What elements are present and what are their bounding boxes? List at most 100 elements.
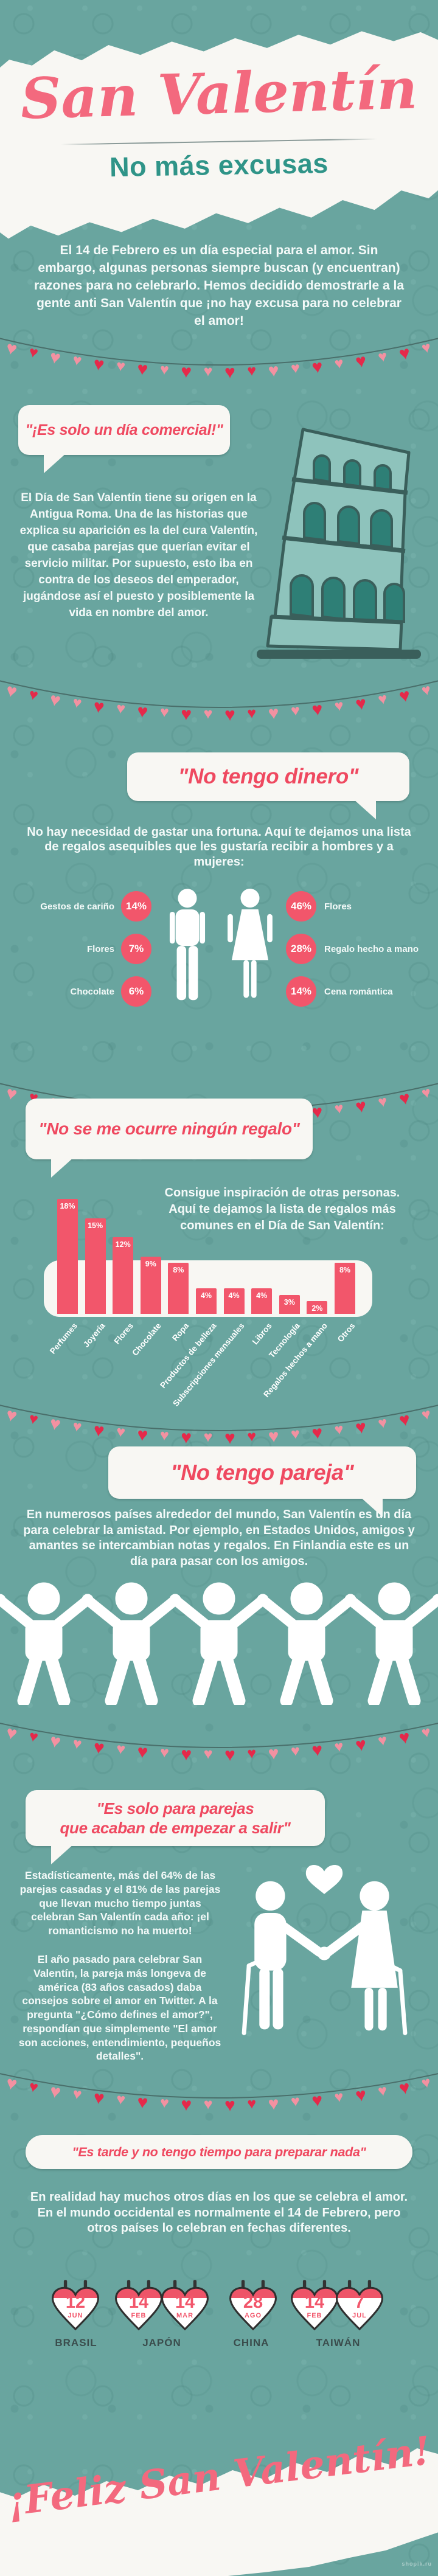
svg-text:♥: ♥ [247, 1745, 257, 1762]
svg-text:♥: ♥ [290, 702, 301, 720]
svg-text:♥: ♥ [311, 699, 324, 720]
svg-text:♥: ♥ [377, 347, 389, 366]
svg-text:♥: ♥ [333, 355, 344, 373]
comercial-paragraph: El Día de San Valentín tiene su origen e… [19, 491, 258, 619]
calendar-country-china: CHINA [233, 2337, 269, 2349]
svg-text:♥: ♥ [72, 1735, 83, 1753]
excuse-bubble-parejas-line2: que acaban de empezar a salir" [60, 1819, 291, 1837]
bar-category-label: Ropa [170, 1321, 190, 1343]
svg-text:♥: ♥ [354, 350, 368, 372]
heart-garland: ♥♥♥♥♥♥♥♥♥♥♥♥♥♥♥♥♥♥♥♥♥♥ [0, 2066, 438, 2133]
svg-text:♥: ♥ [311, 356, 324, 378]
svg-text:♥: ♥ [71, 693, 83, 712]
svg-text:♥: ♥ [420, 681, 433, 700]
svg-text:♥: ♥ [92, 1420, 106, 1441]
svg-text:♥: ♥ [290, 2092, 301, 2110]
bar-category-label: Productos de belleza [158, 1321, 218, 1390]
gift-label-women-2: Regalo hecho a mano [324, 944, 419, 954]
svg-text:♥: ♥ [290, 1425, 301, 1443]
excuse-bubble-regalo: "No se me ocurre ningún regalo" [26, 1099, 313, 1178]
gift-badge-women-2: 28% [286, 934, 316, 964]
colosseum-illustration [255, 421, 432, 676]
svg-text:♥: ♥ [27, 2078, 40, 2096]
excuse-bubble-tarde-text: "Es tarde y no tengo tiempo para prepara… [72, 2144, 366, 2159]
svg-text:♥: ♥ [159, 703, 169, 721]
svg-text:♥: ♥ [420, 2074, 432, 2092]
svg-text:♥: ♥ [136, 1741, 148, 1762]
gift-badge-women-3: 14% [286, 976, 316, 1007]
bar-category-label: Perfumes [48, 1321, 80, 1356]
calendar-day: 14 [175, 2293, 195, 2312]
calendar-country-brasil: BRASIL [55, 2337, 97, 2349]
svg-text:♥: ♥ [397, 1088, 412, 1109]
svg-text:♥: ♥ [4, 680, 19, 702]
svg-text:♥: ♥ [159, 1427, 169, 1445]
svg-text:♥: ♥ [268, 2094, 280, 2114]
svg-text:♥: ♥ [181, 1745, 192, 1765]
svg-text:♥: ♥ [333, 1100, 344, 1118]
svg-text:♥: ♥ [311, 2090, 324, 2111]
svg-text:♥: ♥ [136, 2092, 148, 2113]
svg-text:♥: ♥ [268, 1743, 280, 1764]
gift-label-women-3: Cena romántica [324, 987, 393, 997]
gift-badge-men-3: 6% [121, 976, 151, 1007]
svg-text:♥: ♥ [247, 1428, 257, 1445]
page-title: San Valentín [19, 55, 419, 132]
svg-text:♥: ♥ [4, 1083, 19, 1105]
gift-badge-men-1: 14% [121, 891, 151, 922]
excuse-bubble-parejas-nuevas: "Es solo para parejas que acaban de empe… [26, 1790, 325, 1864]
svg-text:♥: ♥ [116, 700, 127, 717]
calendar-heart-taiwan-2: 7 JUL [334, 2278, 385, 2334]
svg-text:♥: ♥ [27, 686, 40, 704]
svg-text:♥: ♥ [224, 363, 235, 383]
svg-text:♥: ♥ [136, 359, 149, 380]
calendar-country-japon: JAPÓN [142, 2337, 181, 2349]
svg-text:♥: ♥ [27, 343, 40, 361]
svg-text:♥: ♥ [420, 339, 433, 358]
elderly-couple-illustration [242, 1865, 408, 2035]
bar-chart-panel [44, 1260, 372, 1317]
svg-text:♥: ♥ [397, 1409, 412, 1431]
calendar-country-taiwan: TAIWÁN [316, 2337, 361, 2349]
svg-text:♥: ♥ [4, 2073, 19, 2095]
svg-text:♥: ♥ [268, 703, 280, 724]
heart-garland: ♥♥♥♥♥♥♥♥♥♥♥♥♥♥♥♥♥♥♥♥♥♥ [0, 673, 438, 743]
svg-text:♥: ♥ [311, 1102, 324, 1123]
svg-text:♥: ♥ [203, 1428, 212, 1445]
svg-text:♥: ♥ [181, 704, 192, 724]
svg-text:♥: ♥ [92, 696, 106, 718]
svg-text:♥: ♥ [354, 693, 368, 714]
gift-label-men-1: Gestos de cariño [40, 901, 114, 912]
svg-text:♥: ♥ [333, 1738, 344, 1756]
svg-text:♥: ♥ [377, 2082, 388, 2100]
heart-garland-svg: ♥♥♥♥♥♥♥♥♥♥♥♥♥♥♥♥♥♥♥♥♥♥ [0, 680, 438, 725]
svg-text:♥: ♥ [333, 1420, 344, 1439]
heart-garland-svg: ♥♥♥♥♥♥♥♥♥♥♥♥♥♥♥♥♥♥♥♥♥♥ [0, 338, 438, 383]
calendar-month: FEB [131, 2312, 147, 2319]
bar-value-label: 12% [115, 1240, 131, 1249]
calendar-heart-taiwan-1: 14 FEB [289, 2278, 340, 2334]
calendar-day: 14 [304, 2293, 325, 2312]
calendar-heart-japon-2: 14 MAR [159, 2278, 210, 2334]
svg-text:♥: ♥ [377, 690, 389, 708]
bar-value-label: 15% [88, 1221, 103, 1230]
bar-category-label: Regalos hechos a mano [262, 1321, 329, 1400]
bar-value-label: 18% [60, 1202, 75, 1210]
excuse-bubble-dinero: "No tengo dinero" [127, 752, 409, 819]
svg-text:♥: ♥ [27, 1410, 40, 1428]
gift-label-women-1: Flores [324, 901, 352, 912]
calendar-month: JUN [68, 2312, 83, 2319]
svg-text:♥: ♥ [181, 1428, 192, 1448]
svg-text:♥: ♥ [311, 1423, 324, 1444]
bar-category-label: Libros [250, 1321, 274, 1347]
svg-text:♥: ♥ [116, 2091, 127, 2108]
calendar-month: AGO [244, 2312, 262, 2319]
bar-category-label: Joyería [82, 1321, 108, 1349]
svg-text:♥: ♥ [116, 1740, 127, 1758]
svg-text:♥: ♥ [48, 689, 62, 711]
excuse-bubble-regalo-text: "No se me ocurre ningún regalo" [38, 1119, 300, 1138]
calendar-heart-china: 28 AGO [228, 2278, 279, 2334]
gift-label-men-3: Chocolate [70, 987, 114, 997]
svg-text:♥: ♥ [224, 1745, 235, 1765]
svg-text:♥: ♥ [48, 2081, 62, 2103]
